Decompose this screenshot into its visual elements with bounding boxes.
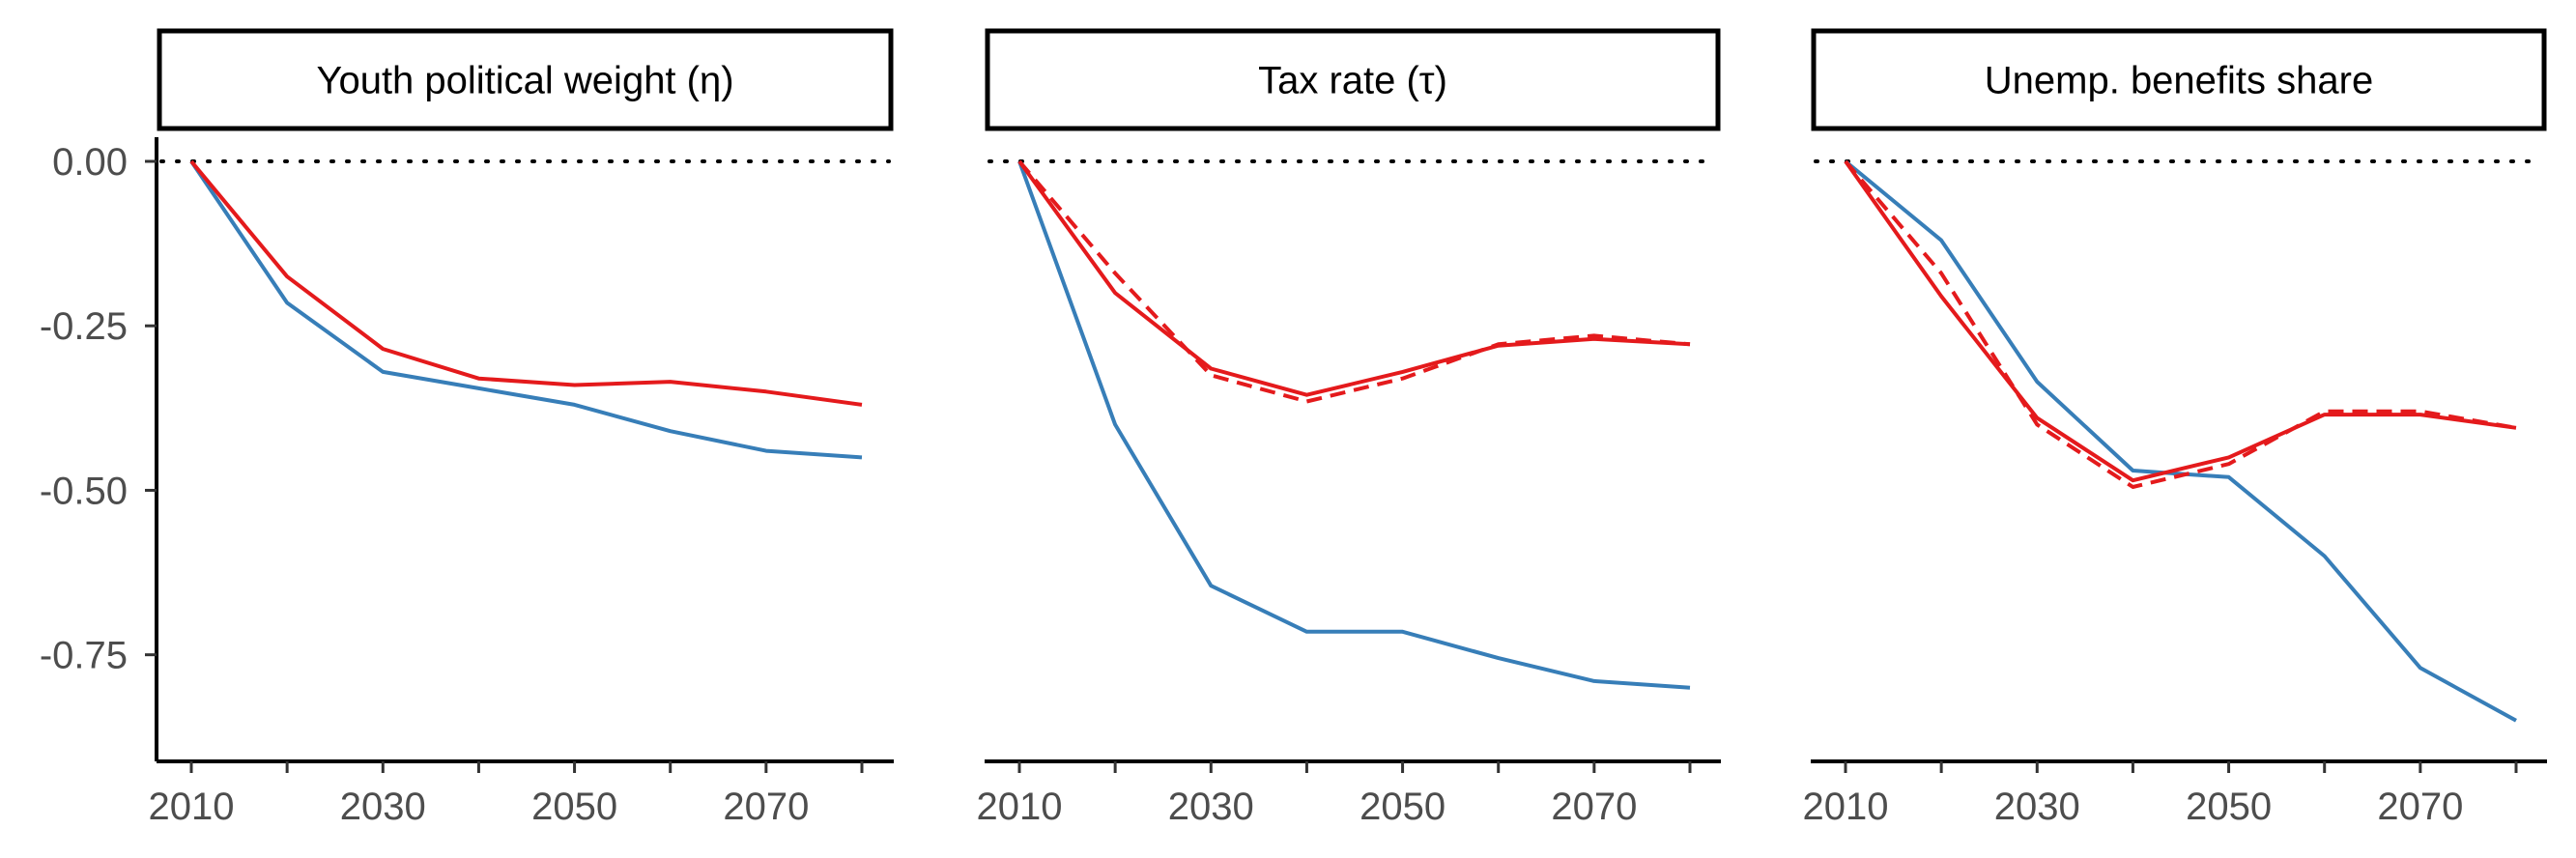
x-tick-label: 2070 xyxy=(723,786,809,828)
series-line-red xyxy=(1017,159,1691,397)
x-tick-label: 2030 xyxy=(340,786,426,828)
series-line-red-dashed xyxy=(1844,159,2517,489)
x-tick-label: 2050 xyxy=(2186,786,2272,828)
x-tick-label: 2030 xyxy=(1994,786,2080,828)
series-line-red-dashed xyxy=(1017,159,1691,404)
x-tick-label: 2070 xyxy=(1551,786,1637,828)
x-tick-label: 2010 xyxy=(1803,786,1889,828)
y-tick-label: -0.50 xyxy=(40,470,128,512)
x-tick-label: 2030 xyxy=(1168,786,1254,828)
x-tick-label: 2070 xyxy=(2377,786,2463,828)
facet-title: Youth political weight (η) xyxy=(316,60,733,102)
y-tick-label: -0.25 xyxy=(40,305,128,348)
x-tick-label: 2050 xyxy=(531,786,617,828)
series-line-blue xyxy=(189,159,863,460)
facet-panel-1: Youth political weight (η) 2010 2030 2050 20… xyxy=(40,28,894,828)
facet-panel-3: Unemp. benefits share 2010 2030 2050 2070 xyxy=(1803,28,2547,828)
x-tick-label: 2050 xyxy=(1360,786,1445,828)
series-line-red xyxy=(1844,159,2517,483)
facet-strip xyxy=(1811,28,2547,131)
facet-panel-2: Tax rate (τ) 2010 2030 2050 2070 xyxy=(977,28,1721,828)
y-tick-label: -0.75 xyxy=(40,635,128,677)
y-tick-label: 0.00 xyxy=(52,141,128,184)
series-line-blue xyxy=(1017,160,1691,690)
series-line-red xyxy=(189,159,863,407)
facet-title: Unemp. benefits share xyxy=(1985,60,2373,102)
facet-strip xyxy=(157,28,894,131)
x-tick-label: 2010 xyxy=(149,786,235,828)
facet-title: Tax rate (τ) xyxy=(1258,60,1447,102)
x-tick-label: 2010 xyxy=(977,786,1063,828)
series-line-blue xyxy=(1844,159,2517,723)
facet-strip xyxy=(985,28,1721,131)
